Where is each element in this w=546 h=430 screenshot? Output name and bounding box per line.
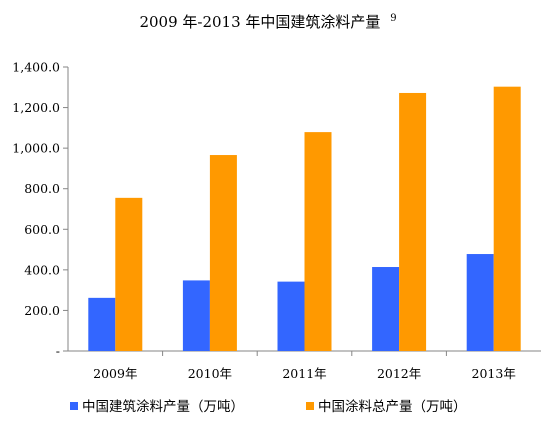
axes (63, 66, 541, 356)
bar-building-coating (466, 254, 494, 351)
x-tick-label: 2012年 (377, 366, 421, 381)
legend-swatch (306, 402, 314, 410)
bar-total-coating (304, 132, 332, 351)
bar-total-coating (209, 155, 237, 351)
legend-label: 中国建筑涂料产量（万吨） (82, 399, 244, 415)
x-tick-label: 2010年 (188, 366, 232, 381)
chart-title-main: 2009 年-2013 年中国建筑涂料产量 (139, 13, 380, 31)
x-tick-label: 2013年 (472, 366, 516, 381)
bar-building-coating (277, 281, 305, 351)
legend: 中国建筑涂料产量（万吨） 中国涂料总产量（万吨） (70, 399, 467, 415)
x-tick-labels: 2009年 2010年 2011年 2012年 2013年 (93, 366, 516, 381)
y-tick-labels: - 200.0 400.0 600.0 800.0 1,000.0 1,200.0 1,400… (12, 60, 60, 359)
y-tick-label: 400.0 (24, 262, 60, 277)
bar-total-coating (115, 197, 143, 351)
y-tick-label: 1,000.0 (12, 141, 60, 156)
y-tick-label: - (56, 344, 60, 359)
chart-title-superscript: 9 (390, 13, 396, 24)
bar-building-coating (182, 280, 210, 351)
legend-swatch (70, 402, 78, 410)
x-tick-label: 2009年 (93, 366, 137, 381)
y-tick-label: 1,200.0 (12, 100, 60, 115)
chart-title: 2009 年-2013 年中国建筑涂料产量 9 (139, 13, 396, 31)
bar-total-coating (399, 92, 427, 352)
y-tick-label: 200.0 (24, 303, 60, 318)
y-tick-label: 1,400.0 (12, 60, 60, 75)
y-tick-label: 800.0 (24, 181, 60, 196)
y-tick-label: 600.0 (24, 222, 60, 237)
bar-building-coating (88, 297, 116, 351)
x-tick-label: 2011年 (282, 366, 326, 381)
bars (88, 86, 521, 352)
legend-label: 中国涂料总产量（万吨） (318, 399, 467, 415)
bar-total-coating (493, 86, 521, 352)
bar-building-coating (372, 267, 400, 351)
